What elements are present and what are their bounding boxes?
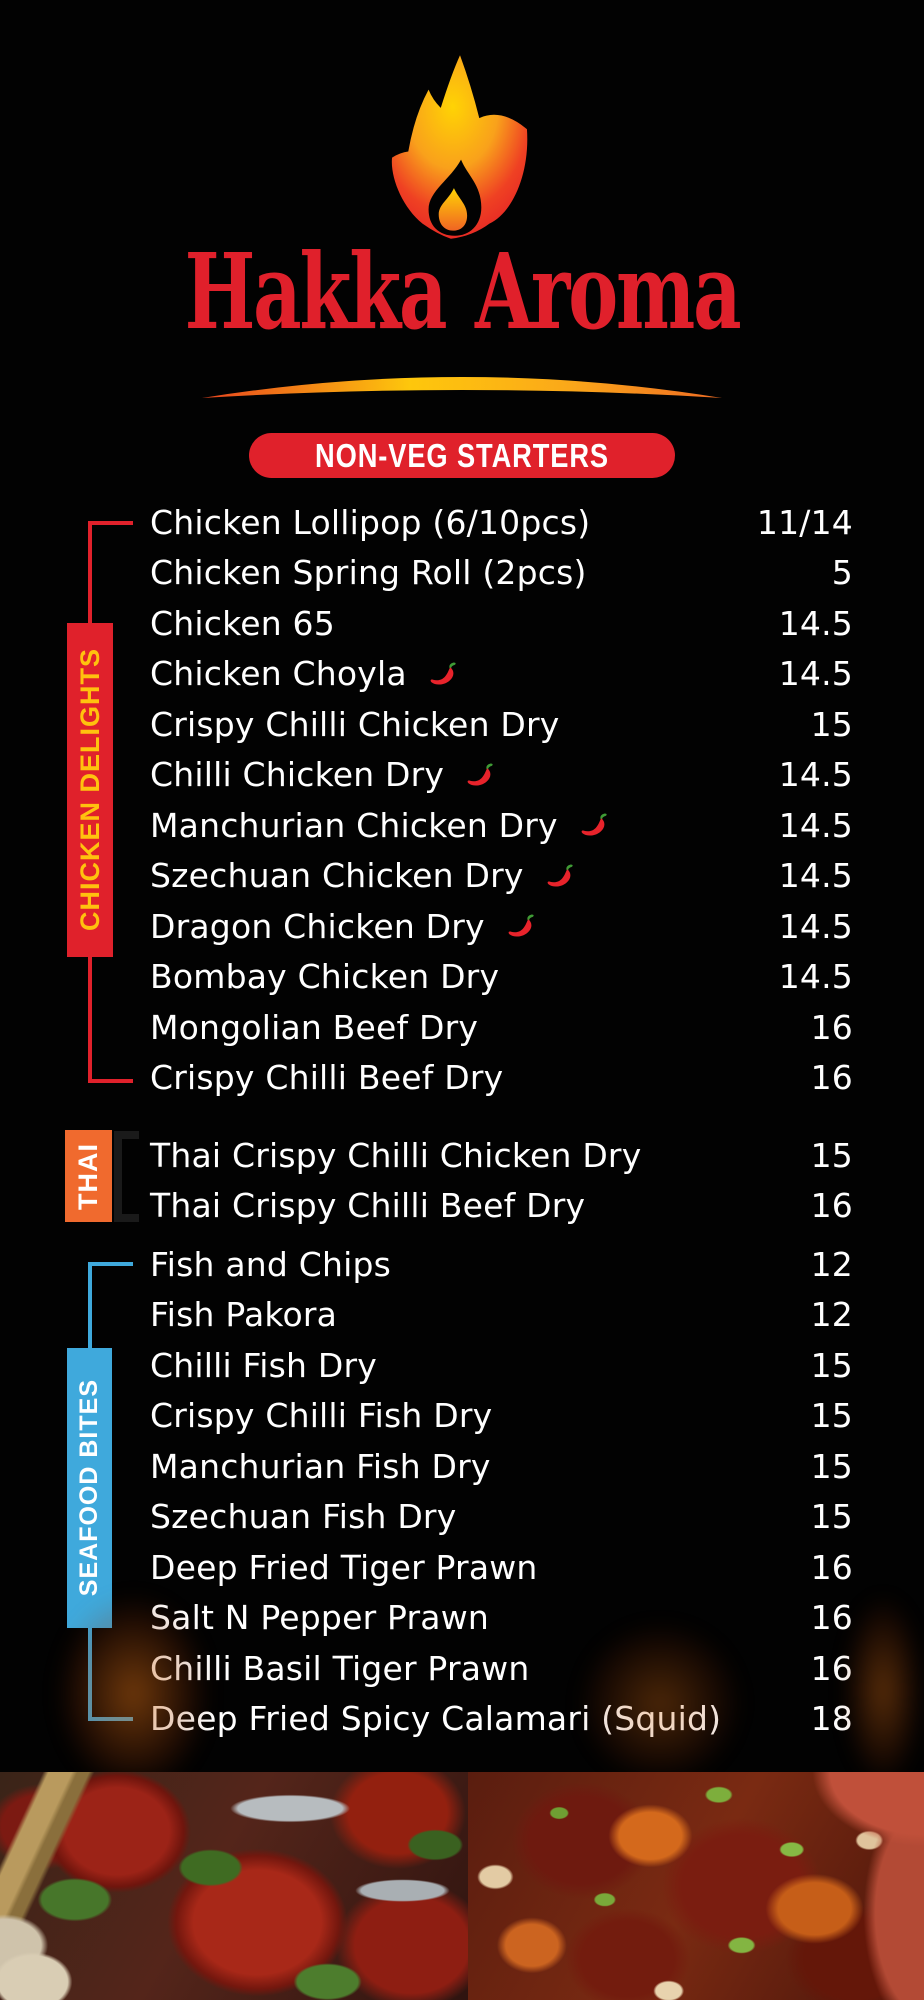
menu-item-row: Chilli Fish Dry 15 bbox=[150, 1340, 853, 1391]
item-price: 15 bbox=[810, 1345, 853, 1385]
item-price: 16 bbox=[810, 1058, 853, 1098]
chili-pepper-icon bbox=[466, 762, 494, 788]
thai-bracket-tick-top bbox=[114, 1131, 139, 1139]
menu-item-row: Mongolian Beef Dry 16 bbox=[150, 1002, 853, 1053]
item-price: 14.5 bbox=[778, 603, 853, 643]
item-price: 16 bbox=[810, 1648, 853, 1688]
item-price: 15 bbox=[810, 1135, 853, 1175]
section-banner-label: NON-VEG STARTERS bbox=[315, 436, 609, 474]
item-price: 15 bbox=[810, 1396, 853, 1436]
item-name: Deep Fried Spicy Calamari (Squid) bbox=[150, 1699, 722, 1739]
menu-item-row: Manchurian Chicken Dry 14.5 bbox=[150, 800, 853, 851]
item-name: Bombay Chicken Dry bbox=[150, 957, 500, 997]
thai-bracket-line bbox=[114, 1131, 122, 1222]
swoosh-underline bbox=[202, 377, 722, 398]
menu-item-row: Fish Pakora 12 bbox=[150, 1290, 853, 1341]
chicken-bracket-tick-bottom bbox=[88, 1079, 133, 1083]
item-price: 16 bbox=[810, 1598, 853, 1638]
menu-item-row: Deep Fried Tiger Prawn 16 bbox=[150, 1542, 853, 1593]
menu-item-row: Thai Crispy Chilli Beef Dry 16 bbox=[150, 1181, 853, 1232]
item-name: Chicken Choyla bbox=[150, 654, 407, 694]
chili-pepper-icon bbox=[429, 661, 457, 687]
menu-item-row: Deep Fried Spicy Calamari (Squid) 18 bbox=[150, 1694, 853, 1745]
seafood-bracket-tick-top bbox=[88, 1262, 133, 1266]
menu-item-row: Crispy Chilli Chicken Dry 15 bbox=[150, 699, 853, 750]
section-label-thai: THAI bbox=[65, 1130, 112, 1222]
menu-item-row: Thai Crispy Chilli Chicken Dry 15 bbox=[150, 1130, 853, 1181]
item-price: 16 bbox=[810, 1186, 853, 1226]
item-price: 14.5 bbox=[778, 856, 853, 896]
item-name: Thai Crispy Chilli Chicken Dry bbox=[150, 1135, 642, 1175]
chicken-bracket-tick-top bbox=[88, 521, 133, 525]
item-price: 14.5 bbox=[778, 654, 853, 694]
chili-pepper-icon bbox=[546, 863, 574, 889]
item-price: 15 bbox=[810, 1446, 853, 1486]
item-name: Crispy Chilli Beef Dry bbox=[150, 1058, 504, 1098]
seafood-bracket-tick-bottom bbox=[88, 1717, 133, 1721]
food-photo-chicken-lollipop bbox=[0, 1772, 468, 2000]
food-photo-manchurian bbox=[468, 1772, 924, 2000]
menu-item-row: Chilli Chicken Dry 14.5 bbox=[150, 750, 853, 801]
menu-item-row: Fish and Chips 12 bbox=[150, 1239, 853, 1290]
menu-item-row: Szechuan Chicken Dry 14.5 bbox=[150, 851, 853, 902]
item-name: Crispy Chilli Fish Dry bbox=[150, 1396, 493, 1436]
section-spacer bbox=[150, 1231, 853, 1239]
item-price: 14.5 bbox=[778, 957, 853, 997]
menu-item-row: Chilli Basil Tiger Prawn 16 bbox=[150, 1643, 853, 1694]
menu-item-row: Manchurian Fish Dry 15 bbox=[150, 1441, 853, 1492]
item-name: Szechuan Fish Dry bbox=[150, 1497, 457, 1537]
thai-bracket-tick-bottom bbox=[114, 1214, 139, 1222]
section-label-seafood-bites: SEAFOOD BITES bbox=[67, 1348, 112, 1628]
section-spacer bbox=[150, 1103, 853, 1130]
menu-item-row: Chicken Spring Roll (2pcs) 5 bbox=[150, 548, 853, 599]
item-price: 14.5 bbox=[778, 906, 853, 946]
item-name: Manchurian Fish Dry bbox=[150, 1446, 491, 1486]
item-name: Chilli Chicken Dry bbox=[150, 755, 445, 795]
chili-pepper-icon bbox=[580, 812, 608, 838]
item-price: 12 bbox=[810, 1244, 853, 1284]
item-price: 18 bbox=[810, 1699, 853, 1739]
menu-list: Chicken Lollipop (6/10pcs) 11/14 Chicken… bbox=[150, 497, 853, 1744]
item-name: Fish and Chips bbox=[150, 1244, 391, 1284]
item-name: Deep Fried Tiger Prawn bbox=[150, 1547, 538, 1587]
flame-logo-icon bbox=[391, 55, 528, 239]
item-name: Chicken Spring Roll (2pcs) bbox=[150, 553, 587, 593]
item-name: Fish Pakora bbox=[150, 1295, 338, 1335]
item-price: 12 bbox=[810, 1295, 853, 1335]
menu-item-row: Crispy Chilli Beef Dry 16 bbox=[150, 1053, 853, 1104]
item-price: 16 bbox=[810, 1007, 853, 1047]
menu-item-row: Chicken Choyla 14.5 bbox=[150, 649, 853, 700]
item-name: Crispy Chilli Chicken Dry bbox=[150, 704, 560, 744]
menu-item-row: Bombay Chicken Dry 14.5 bbox=[150, 952, 853, 1003]
section-banner: NON-VEG STARTERS bbox=[249, 433, 675, 478]
item-name: Manchurian Chicken Dry bbox=[150, 805, 558, 845]
menu-item-row: Chicken Lollipop (6/10pcs) 11/14 bbox=[150, 497, 853, 548]
brand-wordmark: Hakka Aroma bbox=[184, 230, 742, 353]
item-price: 14.5 bbox=[778, 805, 853, 845]
item-name: Chilli Fish Dry bbox=[150, 1345, 377, 1385]
menu-item-row: Dragon Chicken Dry 14.5 bbox=[150, 901, 853, 952]
item-price: 16 bbox=[810, 1547, 853, 1587]
item-name: Thai Crispy Chilli Beef Dry bbox=[150, 1186, 586, 1226]
item-price: 5 bbox=[831, 553, 853, 593]
item-name: Chicken 65 bbox=[150, 603, 335, 643]
item-name: Chicken Lollipop (6/10pcs) bbox=[150, 502, 591, 542]
item-name: Chilli Basil Tiger Prawn bbox=[150, 1648, 530, 1688]
menu-item-row: Crispy Chilli Fish Dry 15 bbox=[150, 1391, 853, 1442]
menu-item-row: Szechuan Fish Dry 15 bbox=[150, 1492, 853, 1543]
item-name: Dragon Chicken Dry bbox=[150, 906, 485, 946]
item-name: Mongolian Beef Dry bbox=[150, 1007, 479, 1047]
menu-item-row: Salt N Pepper Prawn 16 bbox=[150, 1593, 853, 1644]
item-price: 15 bbox=[810, 1497, 853, 1537]
item-name: Szechuan Chicken Dry bbox=[150, 856, 524, 896]
menu-item-row: Chicken 65 14.5 bbox=[150, 598, 853, 649]
item-name: Salt N Pepper Prawn bbox=[150, 1598, 490, 1638]
section-label-chicken-delights: CHICKEN DELIGHTS bbox=[67, 623, 113, 957]
chili-pepper-icon bbox=[507, 913, 535, 939]
item-price: 15 bbox=[810, 704, 853, 744]
item-price: 11/14 bbox=[756, 502, 853, 542]
item-price: 14.5 bbox=[778, 755, 853, 795]
